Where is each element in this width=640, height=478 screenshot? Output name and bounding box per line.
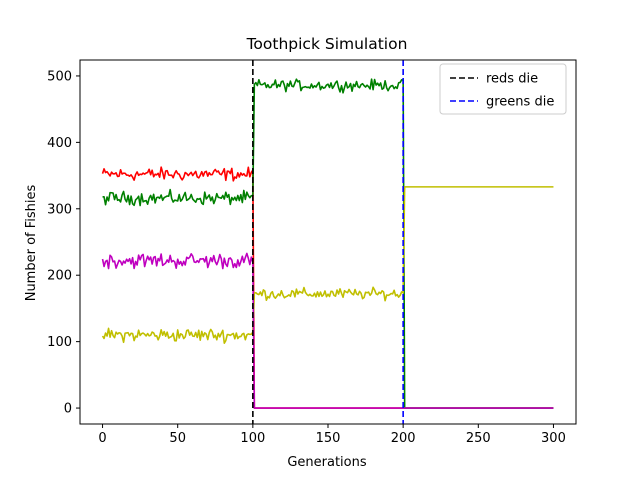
y-tick-label: 400	[47, 136, 72, 151]
x-tick-label: 100	[240, 431, 265, 446]
series-lines	[101, 60, 554, 424]
legend: reds die greens die	[439, 63, 567, 115]
series-line-3	[101, 186, 554, 345]
legend-label-1: reds die	[486, 72, 538, 87]
y-tick-label: 200	[47, 269, 72, 284]
y-axis-label: Number of Fishies	[24, 184, 39, 301]
plot-area	[101, 60, 554, 424]
axes: 0 50 100 150 200 250 300 0 100 200 300 400 500	[47, 59, 577, 446]
x-tick-label: 200	[391, 431, 416, 446]
x-axis-label: Generations	[287, 455, 367, 470]
x-tick-label: 0	[98, 431, 106, 446]
x-tick-label: 300	[541, 431, 566, 446]
x-tick-label: 250	[466, 431, 491, 446]
y-tick-label: 500	[47, 69, 72, 84]
series-line-4	[101, 252, 554, 409]
chart-title: Toothpick Simulation	[246, 35, 408, 53]
y-tick-label: 0	[64, 402, 72, 417]
legend-label-2: greens die	[486, 95, 554, 110]
x-tick-label: 50	[169, 431, 186, 446]
y-tick-label: 100	[47, 335, 72, 350]
x-tick-label: 150	[316, 431, 341, 446]
y-tick-label: 300	[47, 202, 72, 217]
